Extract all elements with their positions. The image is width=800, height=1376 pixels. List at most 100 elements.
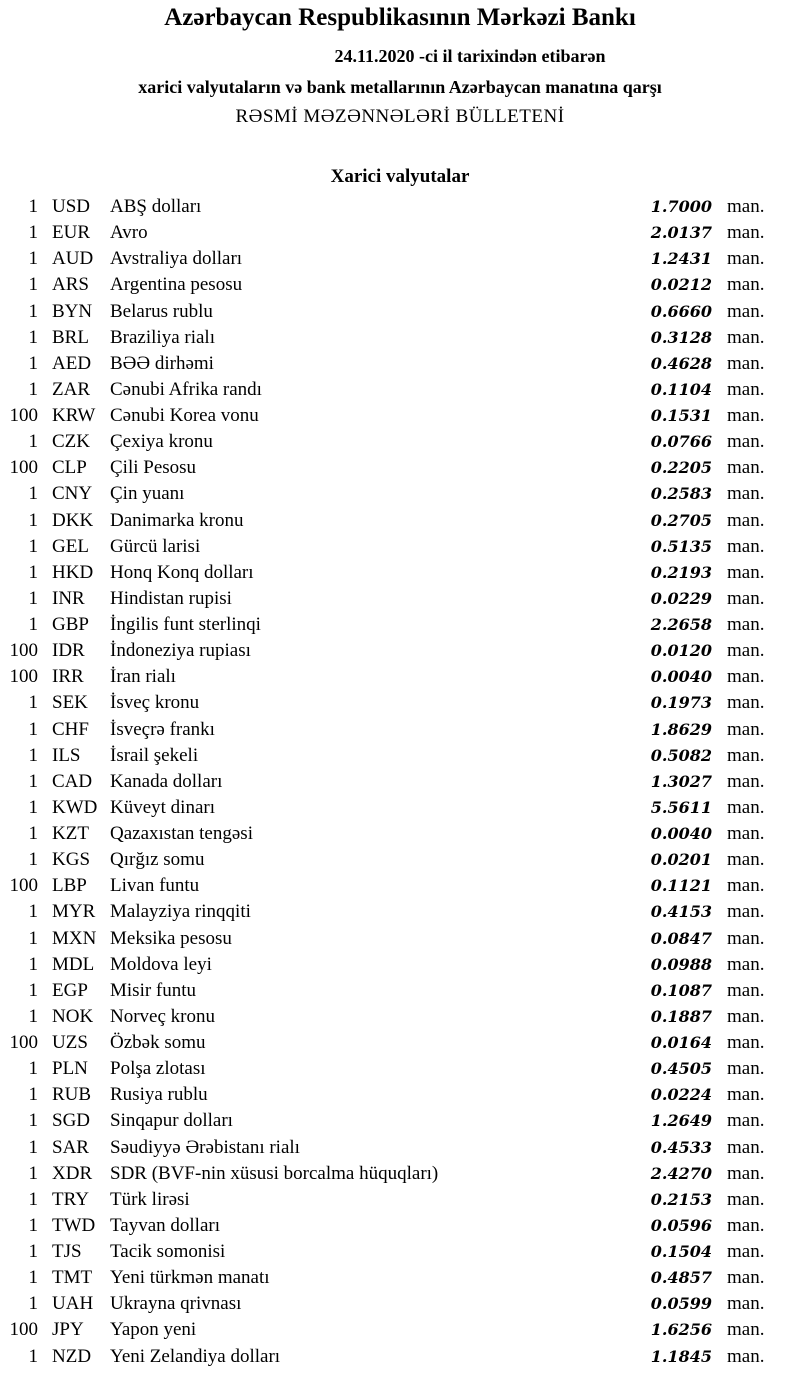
unit-count: 1 (28, 1241, 39, 1262)
currency-code: NOK (52, 1005, 94, 1027)
exchange-rate: 0.4533 (650, 1137, 712, 1157)
table-row: 1 KWD Küveyt dinarı 5.5611 man. (0, 795, 800, 821)
currency-name: Braziliya rialı (110, 326, 215, 348)
currency-name: Qazaxıstan tengəsi (110, 823, 253, 844)
unit-label: man. (727, 1293, 765, 1315)
unit-label: man. (727, 1345, 765, 1367)
exchange-rate: 0.0596 (650, 1215, 712, 1235)
table-row: 1 TMT Yeni türkmən manatı 0.4857 man. (0, 1265, 800, 1291)
table-row: 1 INR Hindistan rupisi 0.0229 man. (0, 586, 800, 612)
unit-count: 1 (28, 248, 39, 270)
currency-code: BYN (52, 300, 93, 322)
exchange-rate: 0.2205 (650, 458, 712, 478)
unit-label: man. (727, 1319, 765, 1341)
currency-code: INR (52, 587, 85, 609)
unit-label: man. (727, 300, 765, 322)
table-row: 1 GBP İngilis funt sterlinqi 2.2658 man. (0, 612, 800, 638)
currency-name: Malayziya rinqqiti (110, 901, 251, 923)
currency-code: UAH (52, 1293, 94, 1315)
exchange-rate: 5.5611 (650, 797, 712, 817)
unit-count: 1 (28, 1267, 39, 1289)
currency-name: Meksika pesosu (110, 927, 232, 949)
unit-label: man. (727, 405, 765, 426)
unit-count: 100 (9, 666, 39, 688)
unit-label: man. (727, 770, 765, 792)
currency-name: Avstraliya dolları (110, 248, 243, 270)
currency-name: İran rialı (110, 666, 176, 688)
exchange-rate: 0.2153 (650, 1189, 712, 1209)
currency-table: 1 USD ABŞ dolları 1.7000 man. 1 EUR Avro 2.0137 m… (0, 194, 800, 1370)
unit-label: man. (727, 692, 765, 714)
currency-code: MYR (52, 901, 96, 923)
exchange-rate: 0.2583 (650, 484, 712, 504)
exchange-rate: 0.0164 (650, 1033, 712, 1052)
unit-count: 1 (28, 1162, 39, 1184)
currency-code: TRY (52, 1188, 89, 1210)
currency-name: Türk lirəsi (110, 1188, 190, 1210)
currency-name: Yapon yeni (110, 1319, 197, 1341)
currency-name: Yeni Zelandiya dolları (110, 1345, 281, 1367)
unit-count: 1 (28, 1188, 39, 1210)
exchange-rate: 1.2431 (650, 249, 712, 269)
table-row: 1 GEL Gürcü larisi 0.5135 man. (0, 534, 800, 560)
unit-count: 100 (9, 405, 39, 426)
table-row: 100 KRW Cənubi Korea vonu 0.1531 man. (0, 403, 800, 429)
unit-count: 1 (28, 509, 39, 531)
currency-code: TJS (52, 1241, 82, 1262)
table-row: 1 BYN Belarus rublu 0.6660 man. (0, 299, 800, 325)
exchange-rate: 1.2649 (650, 1111, 712, 1131)
currency-name: Yeni türkmən manatı (110, 1267, 270, 1289)
unit-count: 1 (28, 431, 39, 453)
exchange-rate: 0.4505 (650, 1059, 712, 1079)
table-row: 100 IRR İran rialı 0.0040 man. (0, 664, 800, 690)
table-row: 1 CHF İsveçrə frankı 1.8629 man. (0, 717, 800, 743)
currency-code: IDR (52, 640, 85, 662)
unit-count: 100 (9, 1032, 39, 1053)
exchange-rate: 2.4270 (650, 1163, 712, 1183)
table-row: 1 UAH Ukrayna qrivnası 0.0599 man. (0, 1291, 800, 1317)
currency-name: Ukrayna qrivnası (110, 1293, 242, 1315)
currency-code: SEK (52, 692, 88, 714)
exchange-rate: 0.0229 (650, 588, 712, 608)
currency-code: NZD (52, 1345, 92, 1367)
currency-name: Çili Pesosu (110, 457, 197, 479)
unit-label: man. (727, 196, 765, 217)
table-row: 1 MDL Moldova leyi 0.0988 man. (0, 952, 800, 978)
currency-name: İsveç kronu (110, 692, 200, 714)
currency-name: Belarus rublu (110, 300, 213, 322)
unit-label: man. (727, 1032, 765, 1053)
currency-name: Cənubi Korea vonu (110, 405, 259, 426)
currency-name: Çin yuanı (110, 483, 185, 505)
table-row: 1 MYR Malayziya rinqqiti 0.4153 man. (0, 899, 800, 925)
currency-code: HKD (52, 561, 94, 583)
currency-code: CLP (52, 457, 87, 479)
exchange-rate: 0.0988 (650, 954, 712, 974)
unit-count: 1 (28, 1345, 39, 1367)
unit-count: 1 (28, 849, 39, 871)
currency-code: BRL (52, 326, 89, 348)
exchange-rate: 0.5082 (650, 745, 712, 765)
currency-name: Hindistan rupisi (110, 587, 232, 609)
exchange-rate: 0.1887 (650, 1006, 712, 1026)
exchange-rate: 0.0224 (650, 1085, 712, 1105)
currency-name: Honq Konq dolları (110, 561, 254, 583)
unit-label: man. (727, 378, 765, 400)
unit-count: 1 (28, 300, 39, 322)
currency-name: BƏƏ dirhəmi (110, 352, 214, 374)
unit-label: man. (727, 248, 765, 270)
currency-name: Səudiyyə Ərəbistanı rialı (110, 1136, 300, 1158)
unit-count: 1 (28, 483, 39, 505)
exchange-rate: 0.4857 (650, 1268, 712, 1288)
table-row: 1 SAR Səudiyyə Ərəbistanı rialı 0.4533 man. (0, 1135, 800, 1161)
currency-name: Danimarka kronu (110, 509, 244, 531)
unit-label: man. (727, 927, 765, 949)
unit-count: 1 (28, 352, 39, 374)
currency-name: İsrail şekeli (110, 744, 199, 766)
exchange-rate: 0.0599 (650, 1294, 712, 1314)
table-row: 1 HKD Honq Konq dolları 0.2193 man. (0, 560, 800, 586)
currency-code: EGP (52, 979, 88, 1001)
table-row: 100 UZS Özbək somu 0.0164 man. (0, 1030, 800, 1056)
unit-label: man. (727, 535, 765, 557)
unit-count: 1 (28, 535, 39, 557)
unit-label: man. (727, 1241, 765, 1262)
